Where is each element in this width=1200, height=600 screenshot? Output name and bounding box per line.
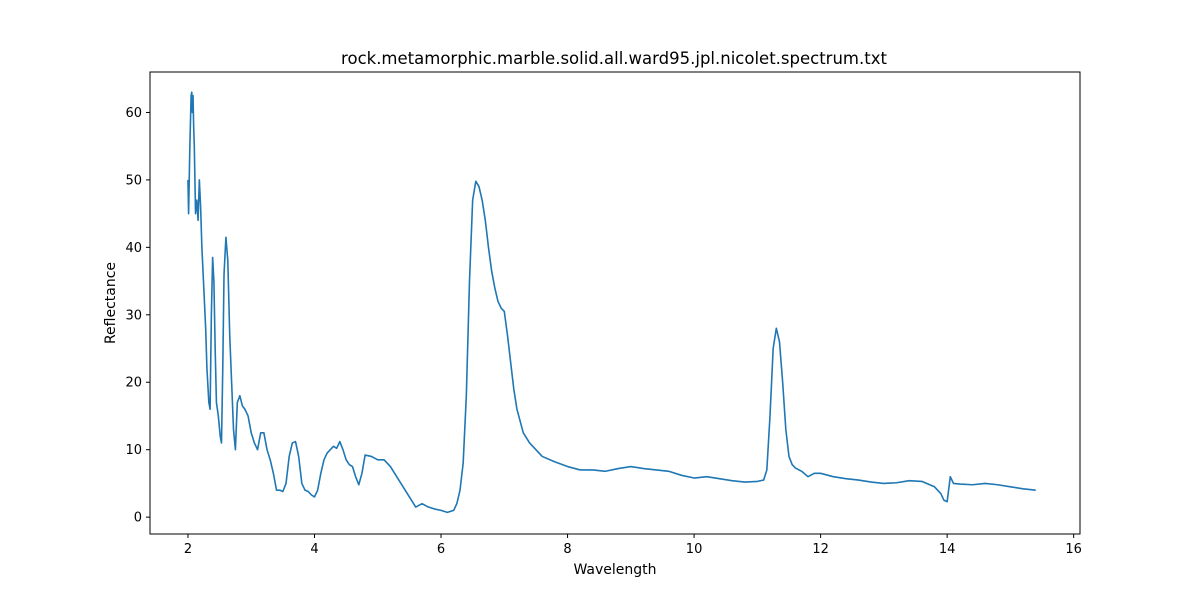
y-tick-label: 50 [125, 173, 142, 188]
chart-title: rock.metamorphic.marble.solid.all.ward95… [341, 49, 887, 68]
y-tick-label: 0 [134, 511, 142, 526]
x-tick-label: 14 [939, 542, 956, 557]
y-tick-label: 60 [125, 106, 142, 121]
x-tick-label: 8 [563, 542, 571, 557]
y-axis-ticks: 0 10 20 30 40 50 60 [125, 106, 150, 526]
y-tick-label: 30 [125, 308, 142, 323]
plot-area [187, 91, 1036, 514]
x-tick-label: 6 [437, 542, 445, 557]
y-tick-label: 20 [125, 376, 142, 391]
x-tick-label: 2 [184, 542, 192, 557]
series-line-0 [187, 91, 1036, 514]
y-tick-label: 10 [125, 443, 142, 458]
x-tick-label: 12 [812, 542, 829, 557]
x-tick-label: 16 [1065, 542, 1082, 557]
y-axis-label: Reflectance [103, 262, 119, 344]
x-axis-label: Wavelength [573, 562, 656, 578]
axes-frame [149, 71, 1081, 535]
x-tick-label: 10 [686, 542, 703, 557]
x-axis-ticks: 2 4 6 8 10 12 14 16 [184, 534, 1082, 557]
x-tick-label: 4 [310, 542, 318, 557]
y-tick-label: 40 [125, 241, 142, 256]
